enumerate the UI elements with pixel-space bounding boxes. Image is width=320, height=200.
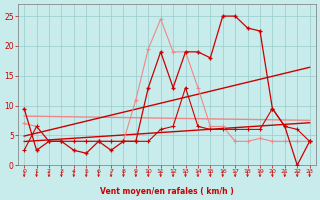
X-axis label: Vent moyen/en rafales ( km/h ): Vent moyen/en rafales ( km/h ) (100, 187, 234, 196)
